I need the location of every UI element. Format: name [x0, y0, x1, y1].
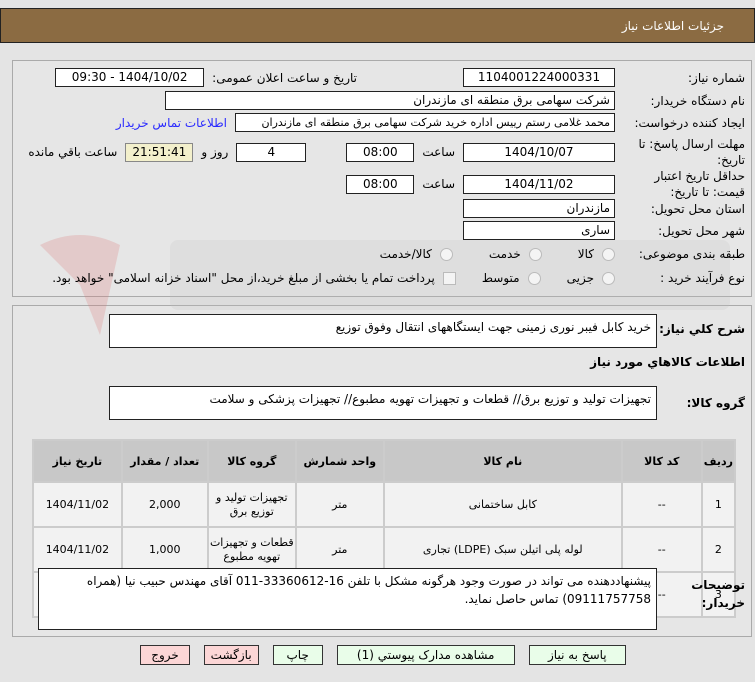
buyer-row: نام دستگاه خریدار: شرکت سهامی برق منطقه … — [14, 91, 745, 110]
button-bar: پاسخ به نیاز مشاهده مدارک پیوستي (1) چاپ… — [140, 645, 626, 665]
row-number: 2 — [702, 528, 734, 571]
attachments-button[interactable]: مشاهده مدارک پیوستي (1) — [336, 645, 515, 665]
deadline-label: مهلت ارسال پاسخ: تا تاریخ: — [638, 137, 745, 167]
city-row: شهر محل تحویل: ساری — [14, 221, 745, 240]
validity-date-field: 1404/11/02 — [463, 174, 615, 194]
goods-section-title: اطلاعات کالاهاي مورد نیاز — [590, 355, 745, 369]
province-label: استان محل تحویل: — [650, 201, 745, 216]
validity-row: حداقل تاریخ اعتبار قیمت: تا تاریخ: 1404/… — [14, 168, 745, 200]
summary-field[interactable]: خرید کابل فیبر نوری زمینی جهت ایستگاههای… — [109, 314, 657, 348]
col-group: گروه کالا — [208, 441, 295, 481]
col-code: کد کالا — [622, 441, 701, 481]
summary-row: شرح کلي نیاز: خرید کابل فیبر نوری زمینی … — [14, 314, 745, 348]
need-date: 1404/11/02 — [34, 483, 121, 526]
print-button[interactable]: چاپ — [272, 645, 323, 665]
row-number: 3 — [702, 573, 734, 616]
category-radio-goods[interactable] — [602, 247, 615, 261]
buyer-field: شرکت سهامی برق منطقه ای مازندران — [165, 91, 615, 110]
item-group: تجهیزات تولید و توزیع برق — [208, 483, 295, 526]
group-label: گروه کالا: — [686, 396, 745, 410]
item-code: -- — [622, 528, 701, 571]
province-row: استان محل تحویل: مازندران — [14, 199, 745, 218]
reply-button[interactable]: پاسخ به نیاز — [528, 645, 626, 665]
days-label: روز و — [201, 145, 229, 159]
announce-label: تاریخ و ساعت اعلان عمومی: — [212, 70, 357, 85]
remaining-time-field: 21:51:41 — [125, 142, 194, 162]
quantity: 1,000 — [122, 528, 207, 571]
process-minor-label: جزیی — [566, 271, 594, 285]
item-group: قطعات و تجهیزات تهویه مطبوع — [208, 528, 295, 571]
deadline-row: مهلت ارسال پاسخ: تا تاریخ: 1404/10/07 سا… — [14, 136, 745, 168]
buyer-label: نام دستگاه خریدار: — [650, 93, 746, 108]
contact-buyer-link[interactable]: اطلاعات تماس خریدار — [115, 115, 227, 130]
category-service-label: خدمت — [488, 247, 521, 261]
col-qty: تعداد / مقدار — [122, 441, 207, 481]
item-code: -- — [622, 483, 701, 526]
group-row: گروه کالا: تجهیزات تولید و توزیع برق// ق… — [14, 386, 745, 420]
back-button[interactable]: بازگشت — [204, 645, 259, 665]
need-number-field: 1104001224000331 — [463, 68, 615, 87]
unit: متر — [296, 528, 383, 571]
notes-field[interactable]: پیشنهاددهنده می تواند در صورت وجود هرگون… — [38, 568, 657, 630]
col-unit: واحد شمارش — [296, 441, 383, 481]
notes-row: توضیحات خریدار: پیشنهاددهنده می تواند در… — [14, 568, 745, 630]
process-row: نوع فرآیند خرید : جزیی متوسط پرداخت تمام… — [14, 270, 745, 286]
quantity: 2,000 — [122, 483, 207, 526]
creator-field: محمد غلامی رستم رییس اداره خرید شرکت سها… — [235, 113, 615, 132]
creator-row: ایجاد کننده درخواست: محمد غلامی رستم ریی… — [14, 113, 745, 132]
category-label: طبقه بندی موضوعی: — [638, 247, 745, 261]
process-label: نوع فرآیند خرید : — [660, 271, 745, 285]
need-date: 1404/11/02 — [34, 528, 121, 571]
category-radio-both[interactable] — [439, 247, 453, 261]
col-date: تاریخ نیاز — [34, 441, 121, 481]
validity-time-label: ساعت — [422, 177, 455, 191]
need-number-label: شماره نیاز: — [688, 70, 745, 85]
col-name: نام کالا — [384, 441, 621, 481]
notes-label: توضیحات خریدار: — [691, 578, 745, 610]
category-row: طبقه بندی موضوعی: کالا خدمت کالا/خدمت — [14, 246, 745, 262]
table-row: 2 -- لوله پلی اتیلن سبک (LDPE) تجاری متر قطع… — [34, 528, 734, 571]
category-both-label: کالا/خدمت — [379, 247, 432, 261]
category-goods-label: کالا — [577, 247, 594, 261]
city-field: ساری — [463, 221, 615, 240]
goods-title-row: اطلاعات کالاهاي مورد نیاز — [14, 355, 745, 369]
page-header: جزئیات اطلاعات نیاز — [0, 8, 755, 43]
announce-field: 1404/10/02 - 09:30 — [55, 68, 205, 87]
creator-label: ایجاد کننده درخواست: — [634, 115, 745, 130]
treasury-checkbox[interactable] — [442, 271, 456, 285]
exit-button[interactable]: خروج — [140, 645, 190, 665]
validity-time-field: 08:00 — [346, 174, 415, 194]
item-name: لوله پلی اتیلن سبک (LDPE) تجاری — [384, 528, 621, 571]
validity-label: حداقل تاریخ اعتبار قیمت: تا تاریخ: — [654, 169, 745, 199]
province-field: مازندران — [463, 199, 615, 218]
summary-label: شرح کلي نیاز: — [659, 322, 745, 336]
item-name: کابل ساختمانی — [384, 483, 621, 526]
unit: متر — [296, 483, 383, 526]
table-row: 1 -- کابل ساختمانی متر تجهیزات تولید و توزیع… — [34, 483, 734, 526]
remaining-label: ساعت باقي مانده — [28, 145, 118, 159]
row-number: 1 — [702, 483, 734, 526]
deadline-time-field: 08:00 — [346, 142, 415, 162]
payment-note: پرداخت تمام یا بخشی از مبلغ خرید،از محل … — [52, 270, 435, 285]
col-row: ردیف — [702, 441, 734, 481]
deadline-date-field: 1404/10/07 — [463, 142, 615, 162]
group-field[interactable]: تجهیزات تولید و توزیع برق// قطعات و تجهی… — [109, 386, 657, 420]
process-radio-medium[interactable] — [527, 271, 541, 285]
process-medium-label: متوسط — [481, 271, 520, 285]
process-radio-minor[interactable] — [602, 271, 615, 285]
days-field: 4 — [236, 142, 307, 162]
deadline-time-label: ساعت — [422, 145, 455, 159]
city-label: شهر محل تحویل: — [658, 223, 745, 238]
category-radio-service[interactable] — [528, 247, 542, 261]
need-number-row: شماره نیاز: 1104001224000331 تاریخ و ساع… — [14, 68, 745, 87]
